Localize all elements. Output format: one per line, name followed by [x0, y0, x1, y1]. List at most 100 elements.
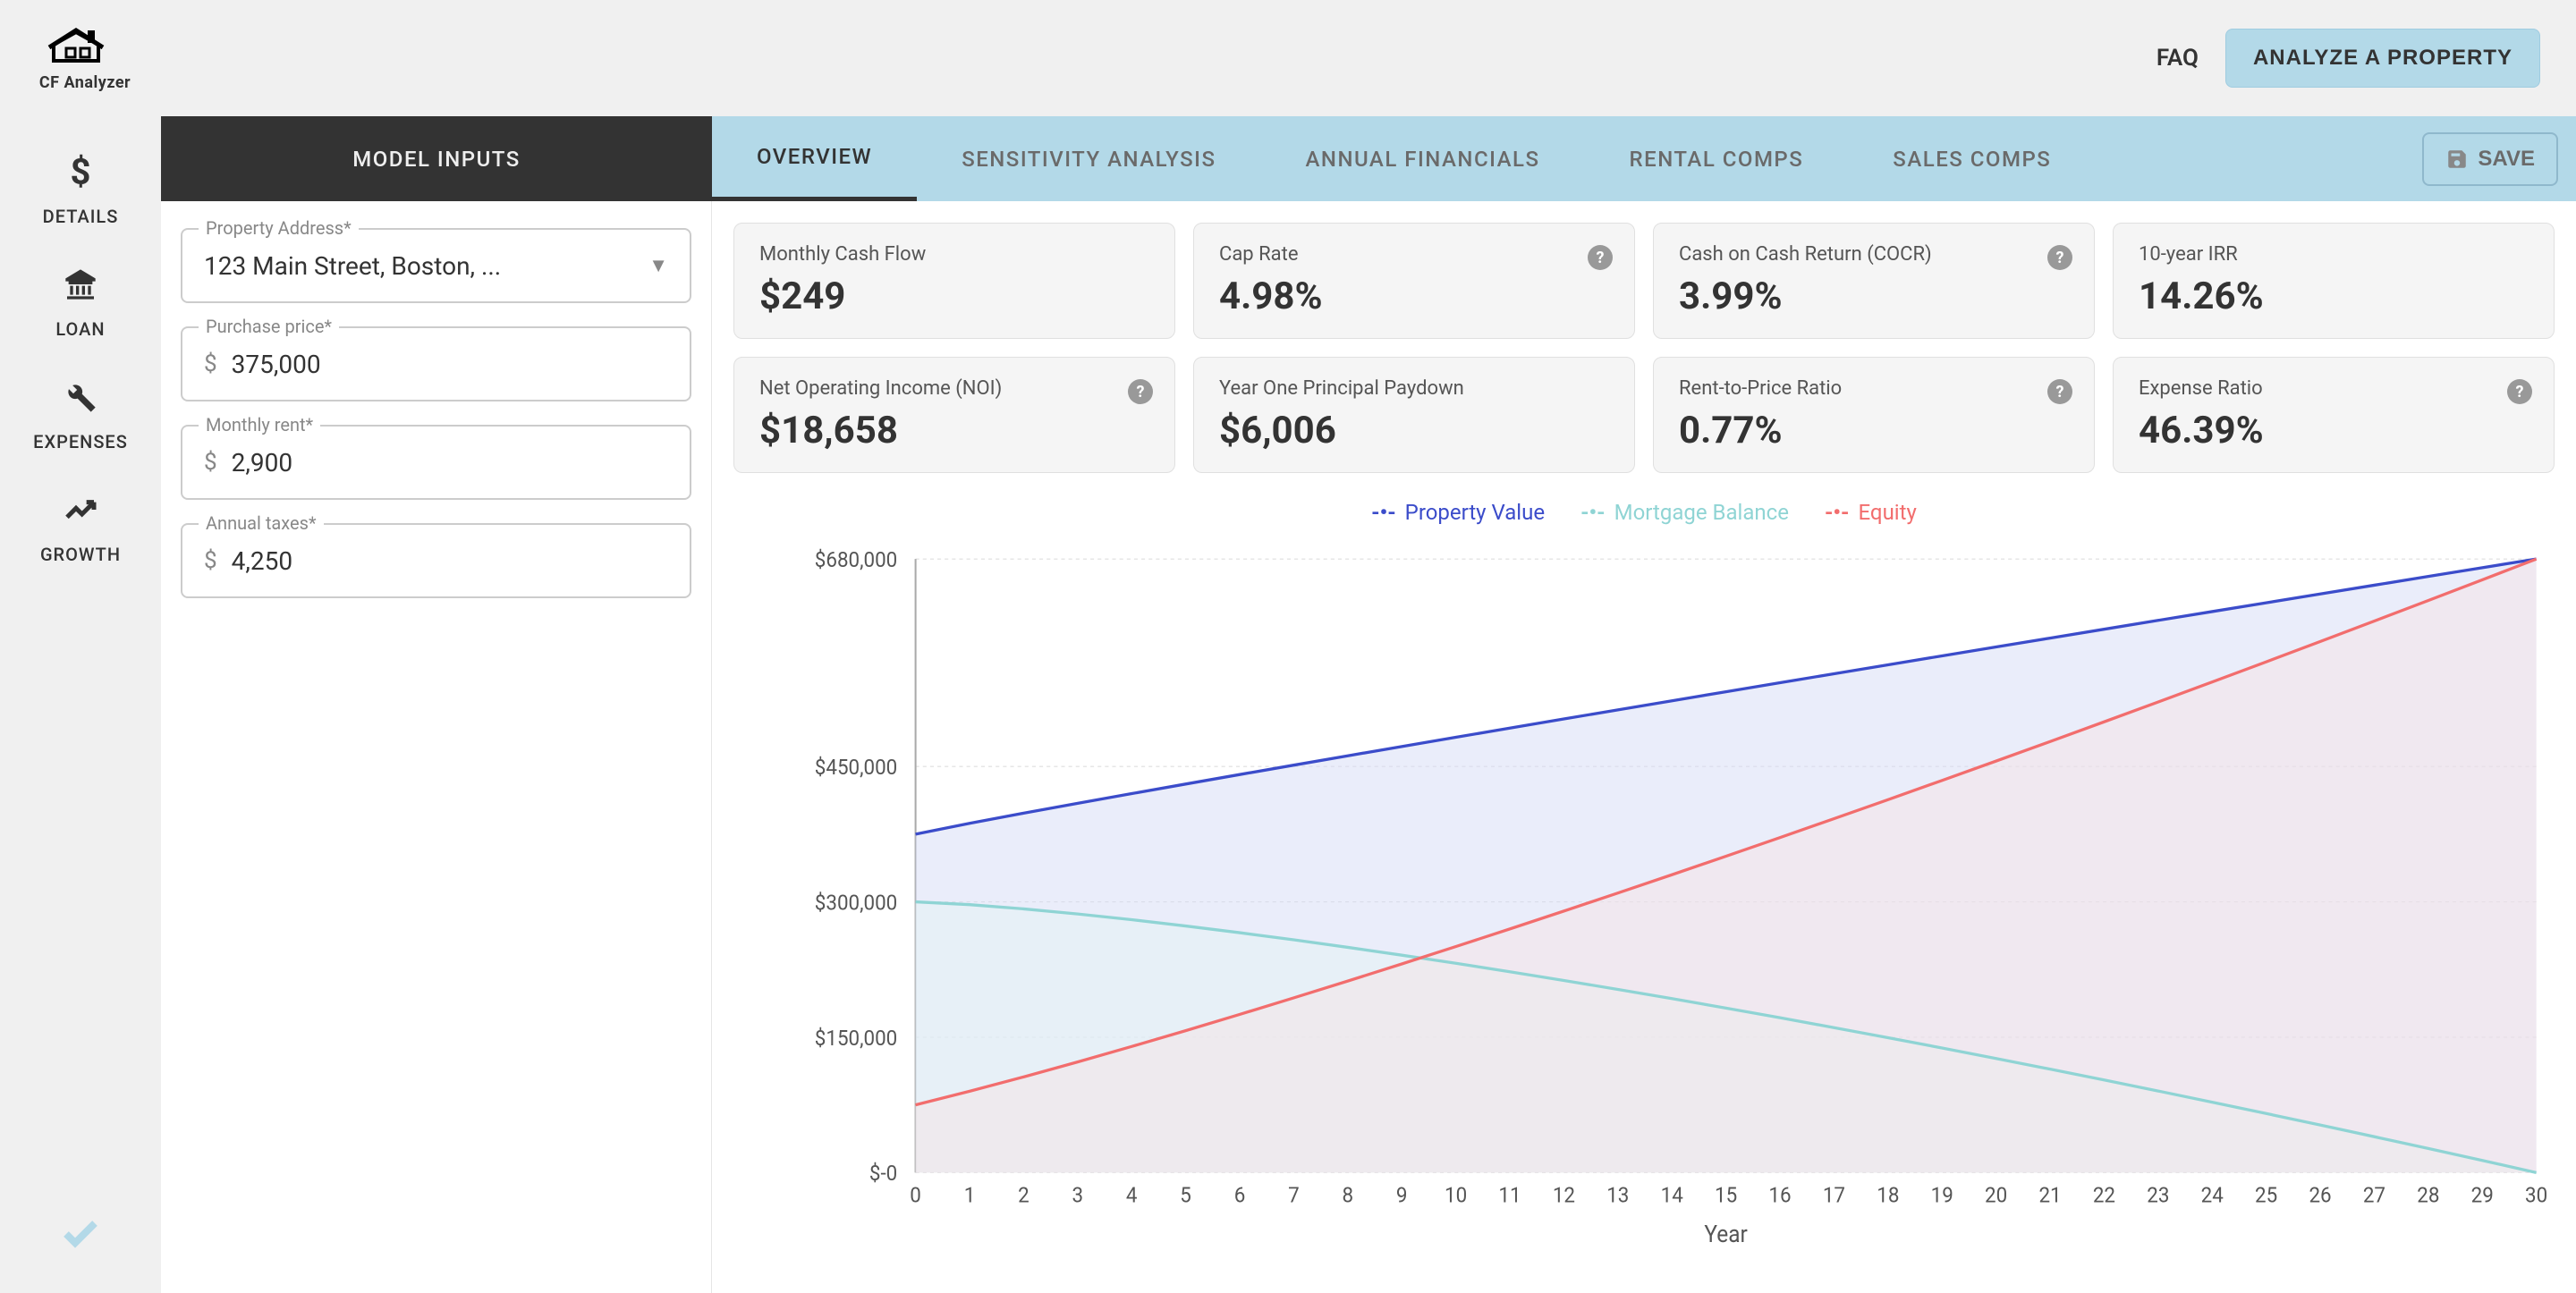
- svg-text:5: 5: [1180, 1182, 1191, 1208]
- help-icon[interactable]: ?: [2047, 379, 2072, 404]
- faq-link[interactable]: FAQ: [2157, 45, 2199, 72]
- legend-item[interactable]: -•-Property Value: [1371, 500, 1545, 525]
- sidebar-item-expenses[interactable]: EXPENSES: [0, 359, 161, 472]
- sidebar-item-label: GROWTH: [40, 544, 121, 565]
- chart-legend: -•-Property Value -•-Mortgage Balance -•- E…: [733, 500, 2555, 525]
- sidebar-item-label: EXPENSES: [33, 431, 128, 452]
- taxes-label: Annual taxes*: [199, 512, 324, 534]
- help-icon[interactable]: ?: [1128, 379, 1153, 404]
- legend-label: Equity: [1859, 500, 1917, 525]
- tab-sales-comps[interactable]: SALES COMPS: [1848, 116, 2096, 201]
- save-icon: [2445, 148, 2469, 171]
- metric-value: 46.39%: [2139, 409, 2529, 452]
- svg-text:16: 16: [1768, 1182, 1791, 1208]
- help-icon[interactable]: ?: [2507, 379, 2532, 404]
- svg-text:24: 24: [2201, 1182, 2224, 1208]
- legend-item[interactable]: -•-Mortgage Balance: [1580, 500, 1789, 525]
- svg-text:28: 28: [2417, 1182, 2439, 1208]
- house-icon: [36, 25, 134, 70]
- tab-annual-financials[interactable]: ANNUAL FINANCIALS: [1261, 116, 1585, 201]
- dollar-prefix-icon: $: [204, 351, 217, 377]
- price-group: Purchase price* $ 375,000: [181, 326, 691, 401]
- rent-value: 2,900: [232, 448, 292, 477]
- svg-text:1: 1: [964, 1182, 976, 1208]
- help-icon[interactable]: ?: [1588, 245, 1613, 270]
- analyze-property-button[interactable]: ANALYZE A PROPERTY: [2225, 29, 2540, 88]
- logo-text: CF Analyzer: [39, 73, 131, 92]
- address-label: Property Address*: [199, 217, 359, 239]
- sidebar-item-label: LOAN: [55, 318, 105, 340]
- svg-text:Year: Year: [1704, 1221, 1748, 1248]
- metric-value: 14.26%: [2139, 275, 2529, 318]
- sidebar-item-loan[interactable]: LOAN: [0, 247, 161, 359]
- svg-text:3: 3: [1072, 1182, 1084, 1208]
- workspace: Property Address* 123 Main Street, Bosto…: [161, 201, 2576, 1293]
- svg-text:29: 29: [2471, 1182, 2494, 1208]
- metric-card: Rent-to-Price Ratio 0.77%?: [1653, 357, 2095, 473]
- svg-text:13: 13: [1606, 1182, 1629, 1208]
- taxes-input[interactable]: $ 4,250: [181, 523, 691, 598]
- tab-sensitivity[interactable]: SENSITIVITY ANALYSIS: [917, 116, 1260, 201]
- tabs: MODEL INPUTS OVERVIEW SENSITIVITY ANALYS…: [161, 116, 2576, 201]
- growth-icon: [63, 492, 98, 537]
- metric-label: Rent-to-Price Ratio: [1679, 377, 2069, 400]
- taxes-group: Annual taxes* $ 4,250: [181, 523, 691, 598]
- address-group: Property Address* 123 Main Street, Bosto…: [181, 228, 691, 303]
- svg-text:27: 27: [2363, 1182, 2385, 1208]
- sidebar-item-growth[interactable]: GROWTH: [0, 472, 161, 585]
- topbar: CF Analyzer FAQ ANALYZE A PROPERTY: [0, 0, 2576, 116]
- dollar-icon: $: [63, 154, 98, 199]
- legend-marker-icon: -•-: [1825, 500, 1850, 525]
- svg-text:21: 21: [2038, 1182, 2061, 1208]
- metric-label: Cash on Cash Return (COCR): [1679, 243, 2069, 266]
- svg-text:6: 6: [1234, 1182, 1246, 1208]
- svg-text:8: 8: [1343, 1182, 1354, 1208]
- tab-overview[interactable]: OVERVIEW: [712, 116, 917, 201]
- metric-label: 10-year IRR: [2139, 243, 2529, 266]
- svg-text:$-0: $-0: [869, 1160, 897, 1186]
- svg-text:30: 30: [2525, 1182, 2547, 1208]
- svg-text:11: 11: [1498, 1182, 1521, 1208]
- sidebar: $ DETAILS LOAN EXPENSES GROWTH: [0, 116, 161, 1293]
- logo[interactable]: CF Analyzer: [36, 25, 134, 92]
- help-icon[interactable]: ?: [2047, 245, 2072, 270]
- rent-input[interactable]: $ 2,900: [181, 425, 691, 500]
- metric-label: Cap Rate: [1219, 243, 1609, 266]
- metric-label: Expense Ratio: [2139, 377, 2529, 400]
- save-button[interactable]: SAVE: [2422, 132, 2558, 186]
- legend-label: Mortgage Balance: [1614, 500, 1789, 525]
- metric-card: Monthly Cash Flow$249: [733, 223, 1175, 339]
- rent-group: Monthly rent* $ 2,900: [181, 425, 691, 500]
- metric-value: 0.77%: [1679, 409, 2069, 452]
- svg-text:25: 25: [2255, 1182, 2277, 1208]
- metric-value: $249: [759, 275, 1149, 318]
- tab-rental-comps[interactable]: RENTAL COMPS: [1585, 116, 1849, 201]
- svg-text:20: 20: [1985, 1182, 2007, 1208]
- overview-column: Monthly Cash Flow$249Cap Rate4.98%? Cash …: [712, 201, 2576, 1293]
- inputs-column: Property Address* 123 Main Street, Bosto…: [161, 201, 712, 1293]
- legend-item[interactable]: -•- Equity: [1825, 500, 1917, 525]
- svg-text:19: 19: [1931, 1182, 1953, 1208]
- svg-text:15: 15: [1715, 1182, 1737, 1208]
- app-root: CF Analyzer FAQ ANALYZE A PROPERTY $ DET…: [0, 0, 2576, 1293]
- sidebar-item-details[interactable]: $ DETAILS: [0, 134, 161, 247]
- svg-text:$300,000: $300,000: [815, 890, 897, 916]
- svg-text:2: 2: [1018, 1182, 1030, 1208]
- price-input[interactable]: $ 375,000: [181, 326, 691, 401]
- tab-model-inputs[interactable]: MODEL INPUTS: [161, 116, 712, 201]
- metric-card: Net Operating Income (NOI) $18,658?: [733, 357, 1175, 473]
- metric-value: $18,658: [759, 409, 1149, 452]
- svg-text:4: 4: [1126, 1182, 1138, 1208]
- main: $ DETAILS LOAN EXPENSES GROWTH: [0, 116, 2576, 1293]
- equity-chart: $680,000$450,000$300,000$150,000$-001234…: [733, 539, 2555, 1272]
- price-value: 375,000: [232, 350, 321, 379]
- metric-value: 3.99%: [1679, 275, 2069, 318]
- metric-label: Net Operating Income (NOI): [759, 377, 1149, 400]
- metric-label: Year One Principal Paydown: [1219, 377, 1609, 400]
- svg-text:23: 23: [2147, 1182, 2169, 1208]
- address-input[interactable]: 123 Main Street, Boston, ... ▼: [181, 228, 691, 303]
- bank-icon: [63, 266, 98, 311]
- metric-card: Cap Rate4.98%?: [1193, 223, 1635, 339]
- taxes-value: 4,250: [232, 546, 292, 576]
- chevron-down-icon: ▼: [648, 254, 668, 277]
